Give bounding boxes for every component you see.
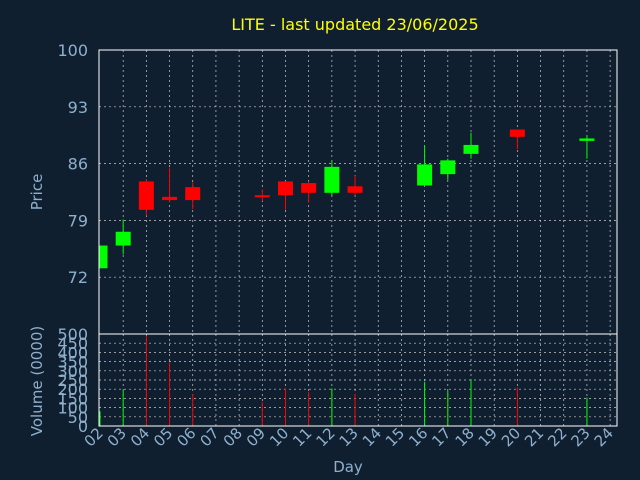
candle-body — [509, 129, 525, 137]
price-tick-label: 86 — [68, 155, 88, 174]
candle — [254, 189, 270, 201]
volume-tick-label: 100 — [57, 399, 88, 418]
candle — [347, 175, 363, 196]
candle — [185, 182, 201, 210]
volume-tick-label: 400 — [57, 343, 88, 362]
candle — [579, 135, 595, 159]
volume-tick-label: 300 — [57, 362, 88, 381]
candle — [440, 158, 456, 180]
candle — [138, 179, 154, 216]
candle — [162, 167, 178, 202]
volume-frame — [98, 333, 618, 427]
volume-tick-label: 0 — [78, 417, 88, 436]
candle — [324, 160, 340, 197]
candle-body — [347, 186, 363, 193]
candle — [277, 181, 293, 210]
candle — [99, 245, 108, 269]
chart-title: LITE - last updated 23/06/2025 — [231, 15, 478, 34]
price-axis-label: Price — [28, 174, 46, 211]
price-tick-labels: 100 93 86 79 72 — [57, 41, 88, 287]
candle-body — [254, 195, 270, 198]
price-tick-label: 93 — [68, 98, 88, 117]
x-axis-label: Day — [333, 458, 363, 476]
candle-body — [115, 231, 131, 246]
candle — [115, 219, 131, 255]
candle — [509, 129, 525, 149]
x-tick-labels: 0203040506070809101112131415161718192021… — [81, 424, 617, 450]
candle — [417, 145, 433, 186]
price-candles — [99, 129, 595, 269]
x-tick-label: 24 — [591, 424, 617, 450]
volume-tick-label: 150 — [57, 389, 88, 408]
volume-axis-label: Volume (0000) — [28, 326, 46, 436]
price-tick-label: 100 — [57, 41, 88, 60]
volume-tick-label: 500 — [57, 325, 88, 344]
candle — [463, 132, 479, 159]
candle-body — [162, 196, 178, 201]
candle-body — [579, 138, 595, 141]
volume-tick-label: 450 — [57, 334, 88, 353]
candle-body — [417, 164, 433, 186]
volume-tick-label: 350 — [57, 353, 88, 372]
price-tick-label: 72 — [68, 268, 88, 287]
volume-grid — [99, 333, 617, 427]
price-panel: 100 93 86 79 72 Price — [28, 41, 618, 335]
candle-body — [138, 181, 154, 210]
candle-body — [277, 181, 293, 196]
volume-bars — [99, 335, 588, 426]
volume-tick-label: 250 — [57, 371, 88, 390]
candle-body — [324, 166, 340, 193]
candle-body — [99, 245, 108, 269]
candle-body — [185, 187, 201, 201]
candle — [301, 181, 317, 203]
candle-body — [463, 144, 479, 154]
candle-body — [440, 160, 456, 175]
volume-tick-label: 50 — [68, 408, 88, 427]
volume-tick-label: 200 — [57, 380, 88, 399]
candle-body — [301, 183, 317, 193]
price-tick-label: 79 — [68, 211, 88, 230]
